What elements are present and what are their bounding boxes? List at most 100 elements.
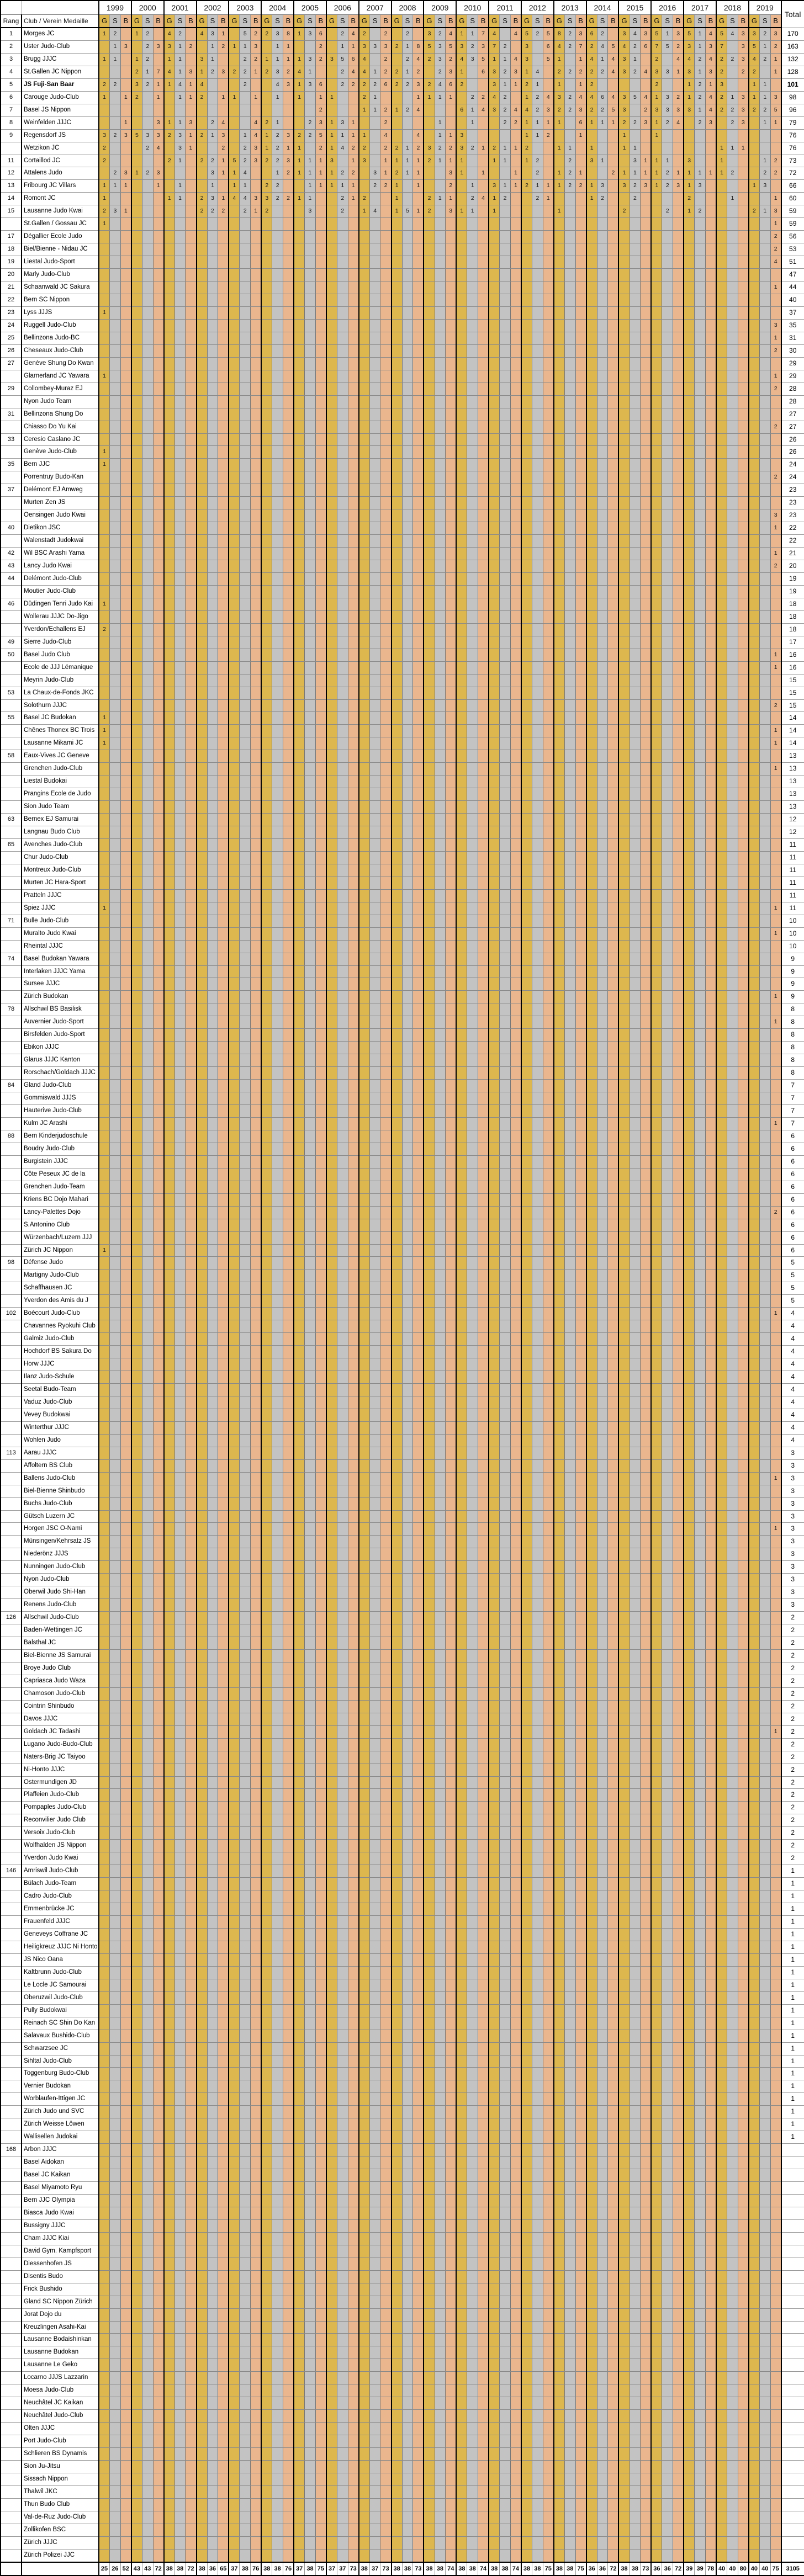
medal-cell [152,686,165,700]
medal-cell [325,243,338,257]
medal-cell [141,547,154,561]
medal-cell [390,939,403,953]
medal-cell [250,344,262,358]
medal-cell [499,129,511,142]
medal-cell [564,484,576,497]
medal-cell [293,458,305,472]
medal-cell [640,661,652,674]
medal-col-header-g: G [98,14,110,28]
medal-cell [293,750,305,763]
medal-cell [185,838,197,852]
medal-cell [520,344,533,358]
medal-cell [369,711,381,725]
medal-cell [510,547,522,561]
medal-cell [390,699,403,713]
medal-cell [553,281,565,295]
medal-cell [239,788,251,801]
medal-cell [445,243,457,257]
medal-cell [195,737,208,751]
medal-cell: 1 [423,91,435,104]
medal-cell [130,699,142,713]
medal-cell [369,471,381,485]
medal-cell [748,154,760,168]
medal-cell [152,357,165,370]
medal-cell [467,243,478,257]
medal-cell [662,369,674,383]
medal-cell [770,635,782,649]
medal-cell [640,382,652,396]
medal-cell [673,610,684,624]
medal-cell [228,357,240,370]
medal-cell [564,534,576,548]
medal-cell [456,826,468,839]
medal-cell [174,838,186,852]
medal-cell [618,762,630,776]
table-row: 42 Wil BSC Arashi Yama 1 21 [0,547,804,561]
medal-cell [770,914,782,928]
medal-cell [478,306,489,320]
medal-cell [358,281,370,295]
medal-cell [445,610,457,624]
medal-cell: 2 [282,167,294,180]
medal-cell [488,813,500,827]
medal-cell [141,344,154,358]
medal-cell [207,876,219,890]
medal-cell [304,560,316,573]
medal-cell [337,863,348,877]
medal-cell [293,318,305,332]
medal-cell [662,445,674,459]
medal-cell [98,927,110,941]
medal-cell: 3 [662,65,674,79]
rank-cell: 14 [0,192,22,206]
medal-cell [456,484,468,497]
medal-cell [532,382,543,396]
medal-cell [250,699,262,713]
medal-cell [401,610,414,624]
medal-cell [239,509,251,523]
medal-cell [401,294,414,307]
medal-cell [662,648,674,662]
medal-cell [272,496,283,510]
medal-cell [163,433,175,447]
medal-cell [456,939,468,953]
medal-cell [673,851,684,864]
medal-cell [401,813,414,827]
medal-cell [250,306,262,320]
medal-cell [152,306,165,320]
medal-cell [130,750,142,763]
medal-cell [596,331,609,345]
medal-cell [456,509,468,523]
medal-cell [456,256,468,269]
medal-cell [261,496,273,510]
medal-cell: 3 [325,154,338,168]
medal-cell [195,445,208,459]
medal-cell: 5 [520,27,533,41]
medal-cell [629,939,641,953]
medal-cell [520,560,533,573]
medal-cell [185,230,197,244]
medal-cell [337,445,348,459]
medal-cell [337,369,348,383]
medal-cell [207,762,219,776]
rank-cell [0,699,22,713]
medal-cell [207,382,219,396]
medal-cell [456,661,468,674]
medal-col-header-b: B [542,14,554,28]
medal-cell [390,597,403,611]
medal-cell [478,420,489,434]
medal-cell [585,281,597,295]
medal-cell [456,914,468,928]
medal-cell [347,914,359,928]
medal-cell: 1 [174,91,186,104]
medal-cell [261,826,273,839]
medal-cell [423,369,435,383]
medal-cell [607,433,619,447]
medal-cell [434,699,446,713]
medal-cell [532,927,543,941]
medal-cell [358,420,370,434]
medal-cell [662,914,674,928]
club-name: Chiasso Do Yu Kai [21,420,99,434]
medal-cell: 1 [315,154,327,168]
medal-cell [727,927,738,941]
medal-cell [532,458,543,472]
